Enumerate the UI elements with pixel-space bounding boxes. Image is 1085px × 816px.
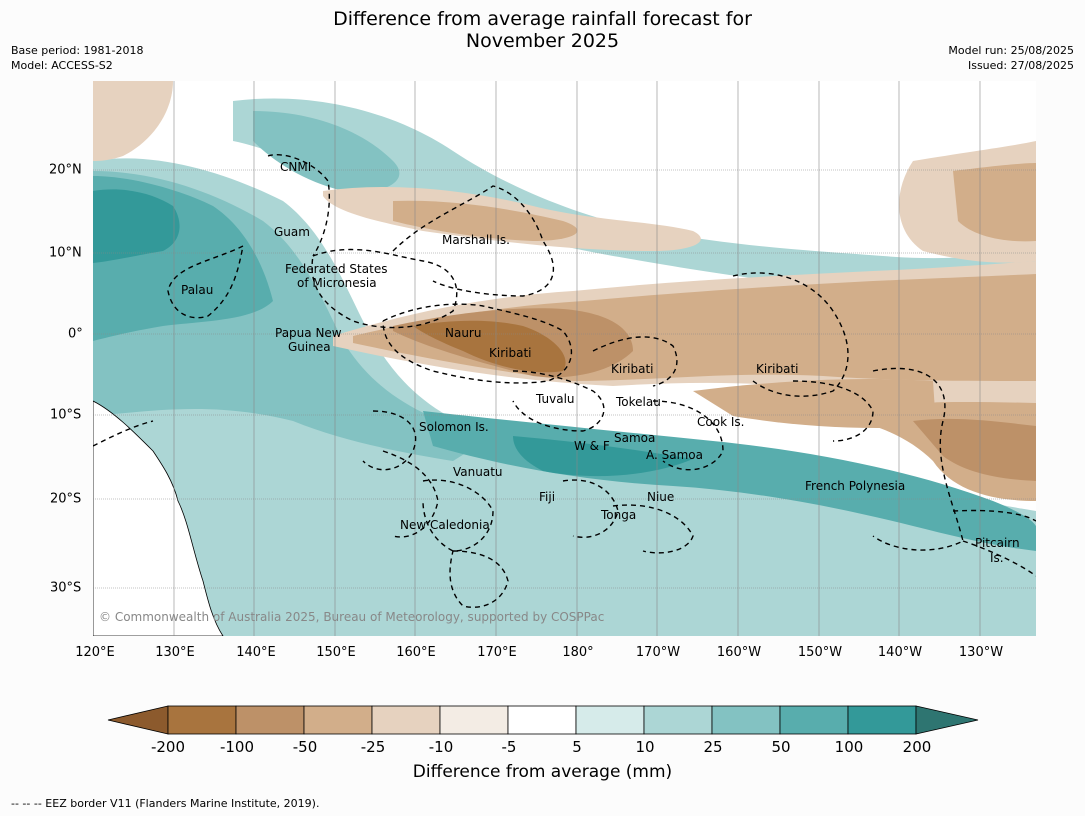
model-run: Model run: 25/08/2025 <box>948 44 1074 57</box>
label-kiribati-3: Kiribati <box>756 362 798 376</box>
issued-date: Issued: 27/08/2025 <box>967 59 1074 72</box>
colorbar-bin <box>167 705 237 735</box>
colorbar-bin <box>575 705 645 735</box>
lon-label: 140°E <box>236 645 276 660</box>
cbar-label: -25 <box>360 738 386 756</box>
wet-belt-south-2 <box>513 436 693 477</box>
label-png-2: Guinea <box>288 340 331 354</box>
colorbar-bin <box>439 705 509 735</box>
title-line-1: Difference from average rainfall forecas… <box>333 8 752 30</box>
colorbar-title: Difference from average (mm) <box>412 762 673 782</box>
lat-label: 10°N <box>49 245 82 261</box>
lat-label: 20°S <box>50 491 82 507</box>
lon-label: 130°E <box>155 645 195 660</box>
cbar-label: 10 <box>635 738 655 756</box>
eez-footnote: -- -- -- EEZ border V11 (Flanders Marine… <box>11 797 320 810</box>
label-tokelau: Tokelau <box>615 395 661 409</box>
model-name: Model: ACCESS-S2 <box>11 59 113 72</box>
gridlines <box>93 81 1036 636</box>
wet-region-west <box>93 158 1036 636</box>
colorbar-extend-high <box>915 705 979 735</box>
dry-band-ne-2 <box>953 163 1036 242</box>
label-new-caledonia: New Caledonia <box>400 518 490 532</box>
label-tuvalu: Tuvalu <box>535 392 575 406</box>
lon-label: 150°E <box>316 645 356 660</box>
place-labels: CNMI Guam Marshall Is. Federated States … <box>181 160 1020 565</box>
colorbar-bin <box>371 705 441 735</box>
colorbar-bin <box>235 705 305 735</box>
label-french-polynesia: French Polynesia <box>805 479 905 493</box>
lon-label: 160°W <box>716 645 762 660</box>
map-canvas: CNMI Guam Marshall Is. Federated States … <box>93 81 1036 636</box>
meta-right: Model run: 25/08/2025 Issued: 27/08/2025 <box>948 43 1074 73</box>
label-solomon: Solomon Is. <box>419 420 489 434</box>
lat-label: 30°S <box>50 580 82 596</box>
cbar-label: 50 <box>771 738 791 756</box>
label-kiribati-1: Kiribati <box>489 346 531 360</box>
colorbar-bin <box>711 705 781 735</box>
cbar-label: 5 <box>572 738 582 756</box>
lon-label: 130°W <box>958 645 1004 660</box>
lat-label: 0° <box>68 326 83 342</box>
meta-left: Base period: 1981-2018 Model: ACCESS-S2 <box>11 43 143 73</box>
label-wf: W & F <box>574 439 610 453</box>
label-fsm-1: Federated States <box>285 262 387 276</box>
cbar-label: -5 <box>501 738 517 756</box>
label-guam: Guam <box>274 225 310 239</box>
map-title: Difference from average rainfall forecas… <box>0 8 1085 52</box>
base-period: Base period: 1981-2018 <box>11 44 144 57</box>
dry-band-nw <box>93 81 173 161</box>
label-niue: Niue <box>647 490 674 504</box>
wet-band-north <box>233 98 1036 290</box>
lat-label: 10°S <box>50 407 82 423</box>
label-fiji: Fiji <box>539 490 555 504</box>
lon-label: 150°W <box>797 645 843 660</box>
label-cook: Cook Is. <box>697 415 744 429</box>
cbar-label: -50 <box>292 738 318 756</box>
label-palau: Palau <box>181 283 213 297</box>
lon-label: 140°W <box>877 645 923 660</box>
colorbar-bin <box>303 705 373 735</box>
rainfall-map: CNMI Guam Marshall Is. Federated States … <box>93 81 1036 636</box>
cbar-label: -200 <box>150 738 186 756</box>
colorbar-extend-low <box>107 705 169 735</box>
label-asamoa: A. Samoa <box>646 448 703 462</box>
lon-label: 170°W <box>635 645 681 660</box>
lon-label: 160°E <box>396 645 436 660</box>
lat-label: 20°N <box>49 162 82 178</box>
label-samoa: Samoa <box>614 431 655 445</box>
wet-region-west-4 <box>93 189 180 263</box>
eez-borders <box>93 154 1036 608</box>
colorbar-bin <box>847 705 917 735</box>
label-png-1: Papua New <box>275 326 342 340</box>
label-kiribati-2: Kiribati <box>611 362 653 376</box>
lon-label: 180° <box>562 645 594 660</box>
copyright-text: © Commonwealth of Australia 2025, Bureau… <box>99 610 604 624</box>
label-nauru: Nauru <box>445 326 481 340</box>
dry-band-east-3 <box>913 418 1036 481</box>
cbar-label: 100 <box>834 738 864 756</box>
colorbar <box>107 705 979 735</box>
label-fsm-2: of Micronesia <box>297 276 377 290</box>
colorbar-bin <box>643 705 713 735</box>
label-vanuatu: Vanuatu <box>453 465 503 479</box>
label-cnmi: CNMI <box>280 160 311 174</box>
colorbar-bin <box>779 705 849 735</box>
label-pitcairn-2: Is. <box>990 551 1004 565</box>
label-pitcairn-1: Pitcairn <box>975 536 1020 550</box>
lon-label: 120°E <box>75 645 115 660</box>
cbar-label: 200 <box>902 738 932 756</box>
australia-outline <box>93 400 224 636</box>
dry-band-marshall-2 <box>393 200 578 241</box>
colorbar-bin <box>507 705 577 735</box>
lon-label: 170°E <box>477 645 517 660</box>
cbar-label: -10 <box>428 738 454 756</box>
wet-band-north-2 <box>253 111 400 192</box>
label-marshall: Marshall Is. <box>442 233 510 247</box>
label-tonga: Tonga <box>600 508 636 522</box>
cbar-label: 25 <box>703 738 723 756</box>
title-line-2: November 2025 <box>465 30 620 52</box>
cbar-label: -100 <box>219 738 255 756</box>
dry-core <box>413 320 566 373</box>
